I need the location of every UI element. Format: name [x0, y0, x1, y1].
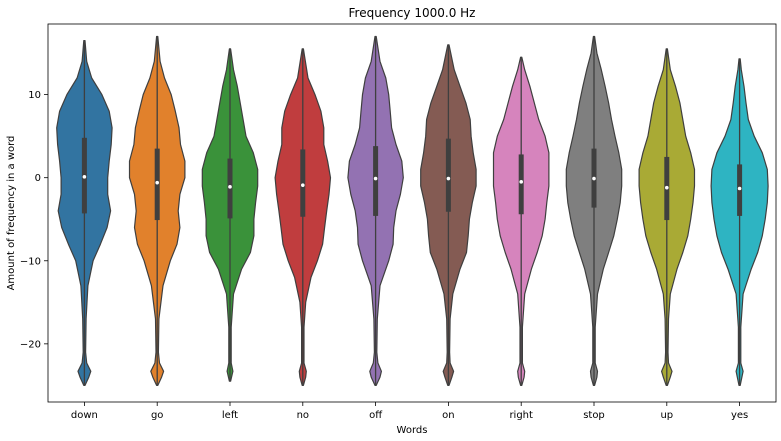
violin-median-no — [301, 183, 305, 187]
violin-median-go — [155, 180, 159, 185]
y-tick-label: −20 — [20, 339, 41, 350]
x-tick-label: yes — [731, 410, 748, 421]
y-tick-label: 10 — [28, 90, 41, 101]
violin-iqr-box-right — [518, 154, 524, 215]
violin-right — [492, 56, 550, 386]
violin-iqr-box-on — [445, 138, 451, 212]
violin-yes — [710, 58, 769, 386]
x-tick-label: stop — [583, 410, 605, 421]
violin-iqr-box-no — [300, 149, 306, 217]
y-axis-label: Amount of frequency in a word — [6, 136, 17, 291]
x-axis-label: Words — [397, 425, 428, 436]
violin-down — [56, 40, 113, 386]
violin-on — [420, 44, 477, 386]
violin-median-on — [446, 176, 451, 181]
x-axis-ticks: down go left no off on right stop up yes — [71, 402, 748, 421]
violins-layer — [56, 35, 769, 386]
x-tick-label: off — [369, 410, 383, 421]
plot-frame — [47, 23, 777, 403]
y-tick-label: 0 — [35, 173, 41, 184]
x-tick-label: on — [442, 410, 454, 421]
violin-median-off — [373, 176, 378, 181]
violin-median-right — [519, 180, 523, 184]
violin-median-left — [228, 185, 232, 189]
violin-up — [638, 48, 696, 386]
violin-go — [128, 35, 186, 386]
violin-stop — [565, 35, 623, 386]
violin-iqr-box-off — [373, 146, 379, 216]
violin-no — [274, 48, 332, 386]
y-axis-ticks: 10 0 −10 −20 — [20, 90, 48, 350]
violin-median-down — [82, 175, 87, 179]
violin-median-stop — [592, 176, 596, 181]
violin-off — [347, 35, 404, 386]
x-tick-label: up — [660, 410, 673, 421]
x-tick-label: left — [222, 410, 238, 421]
violin-median-yes — [737, 186, 742, 191]
x-tick-label: down — [71, 410, 98, 421]
violin-left — [201, 48, 259, 382]
x-tick-label: no — [297, 410, 309, 421]
x-tick-label: right — [509, 410, 533, 421]
y-tick-label: −10 — [20, 256, 41, 267]
chart-title: Frequency 1000.0 Hz — [349, 6, 476, 20]
x-tick-label: go — [151, 410, 163, 421]
violin-median-up — [665, 185, 669, 190]
